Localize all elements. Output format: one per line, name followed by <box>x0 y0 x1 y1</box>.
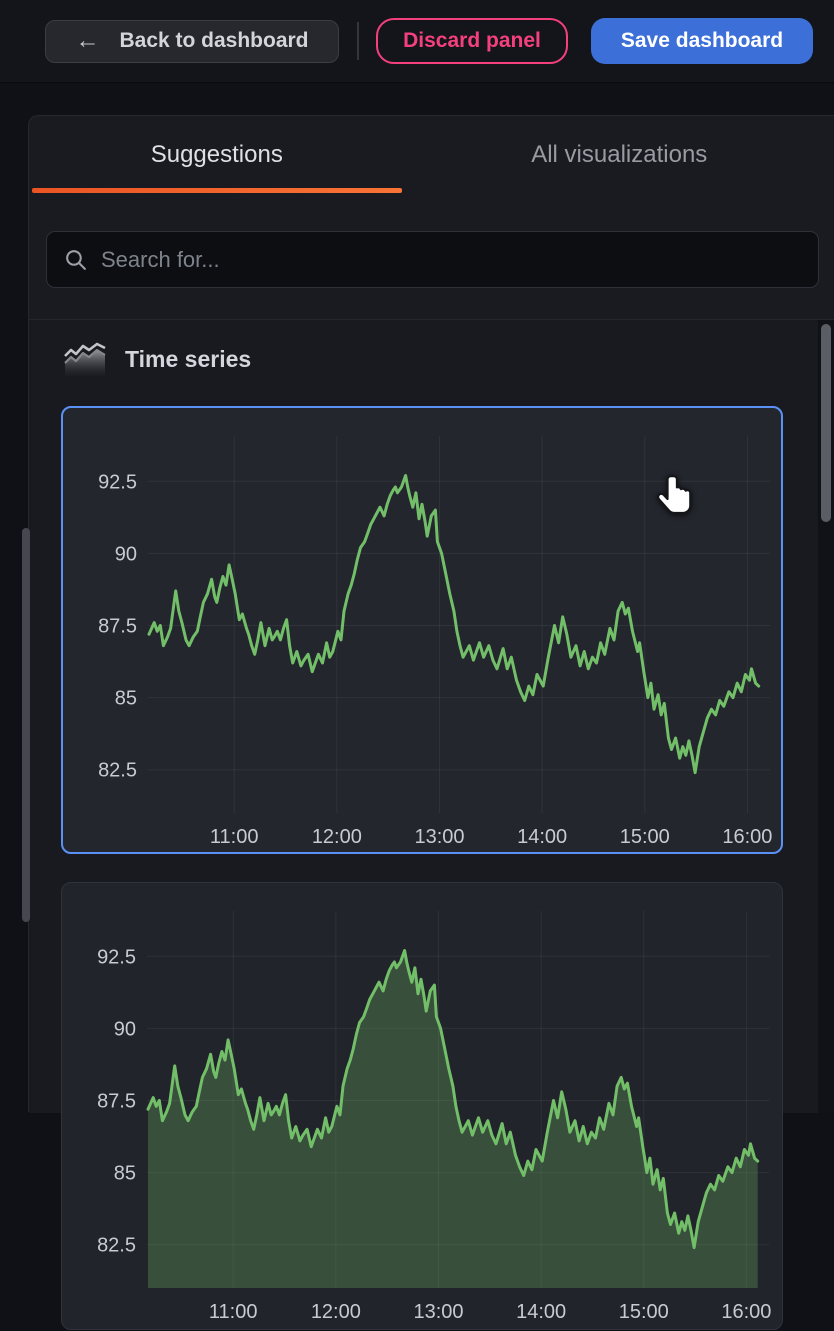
svg-text:12:00: 12:00 <box>312 826 362 848</box>
suggestions-scrollbar-thumb[interactable] <box>821 324 831 522</box>
section-header: Time series <box>63 340 251 378</box>
section-title: Time series <box>125 345 252 372</box>
toolbar-divider <box>357 22 359 60</box>
svg-text:14:00: 14:00 <box>516 1301 566 1323</box>
visualization-picker-tabs: Suggestions All visualizations <box>29 116 834 193</box>
svg-text:82.5: 82.5 <box>98 760 137 782</box>
visualization-picker-panel: Suggestions All visualizations <box>28 115 834 1330</box>
time-series-area-chart: 82.5 85 87.5 90 92.5 11:00 12:00 13:00 14:00 15:0… <box>97 911 771 1323</box>
svg-text:90: 90 <box>115 543 137 565</box>
suggestions-scrollbar-track <box>818 320 834 1113</box>
discard-panel-button[interactable]: Discard panel <box>376 18 568 64</box>
svg-text:82.5: 82.5 <box>97 1235 136 1257</box>
svg-text:85: 85 <box>114 1163 136 1185</box>
search-box <box>46 231 819 288</box>
tab-suggestions[interactable]: Suggestions <box>29 116 405 193</box>
svg-text:15:00: 15:00 <box>620 826 670 848</box>
back-to-dashboard-label: Back to dashboard <box>119 29 309 52</box>
tab-suggestions-label: Suggestions <box>150 140 283 168</box>
panel-divider <box>29 319 834 320</box>
svg-text:14:00: 14:00 <box>517 826 567 848</box>
svg-text:87.5: 87.5 <box>97 1091 136 1113</box>
search-input[interactable] <box>46 231 819 288</box>
tab-all-visualizations[interactable]: All visualizations <box>405 116 834 193</box>
save-dashboard-button[interactable]: Save dashboard <box>591 18 813 64</box>
svg-text:16:00: 16:00 <box>721 1301 771 1323</box>
suggestions-list: Time series 82.5 85 87.5 90 92.5 11:00 12:00 13… <box>29 320 834 1330</box>
arrow-left-icon: ← <box>75 27 100 54</box>
svg-text:13:00: 13:00 <box>414 826 464 848</box>
svg-text:90: 90 <box>114 1018 136 1040</box>
svg-text:92.5: 92.5 <box>98 471 137 493</box>
svg-text:15:00: 15:00 <box>619 1301 669 1323</box>
pane-splitter-handle[interactable] <box>22 528 30 922</box>
suggestion-card-time-series-area[interactable]: 82.5 85 87.5 90 92.5 11:00 12:00 13:00 14:00 15:0… <box>61 882 783 1330</box>
back-to-dashboard-button[interactable]: ← Back to dashboard <box>45 19 339 63</box>
svg-text:11:00: 11:00 <box>209 1301 258 1323</box>
time-series-icon <box>64 342 106 376</box>
svg-text:12:00: 12:00 <box>311 1301 361 1323</box>
search-icon <box>66 250 86 270</box>
editor-toolbar: ← Back to dashboard Discard panel Save d… <box>0 0 834 83</box>
svg-text:16:00: 16:00 <box>722 826 772 848</box>
active-tab-underline <box>32 188 402 193</box>
svg-text:13:00: 13:00 <box>413 1301 463 1323</box>
suggestion-card-time-series-line[interactable]: 82.5 85 87.5 90 92.5 11:00 12:00 13:00 14:00 15:0… <box>61 406 783 854</box>
svg-text:11:00: 11:00 <box>210 826 259 848</box>
svg-text:87.5: 87.5 <box>98 616 137 638</box>
svg-text:85: 85 <box>115 688 137 710</box>
tab-all-visualizations-label: All visualizations <box>531 140 708 168</box>
svg-text:92.5: 92.5 <box>97 946 136 968</box>
time-series-line-chart: 82.5 85 87.5 90 92.5 11:00 12:00 13:00 14:00 15:0… <box>98 436 772 848</box>
